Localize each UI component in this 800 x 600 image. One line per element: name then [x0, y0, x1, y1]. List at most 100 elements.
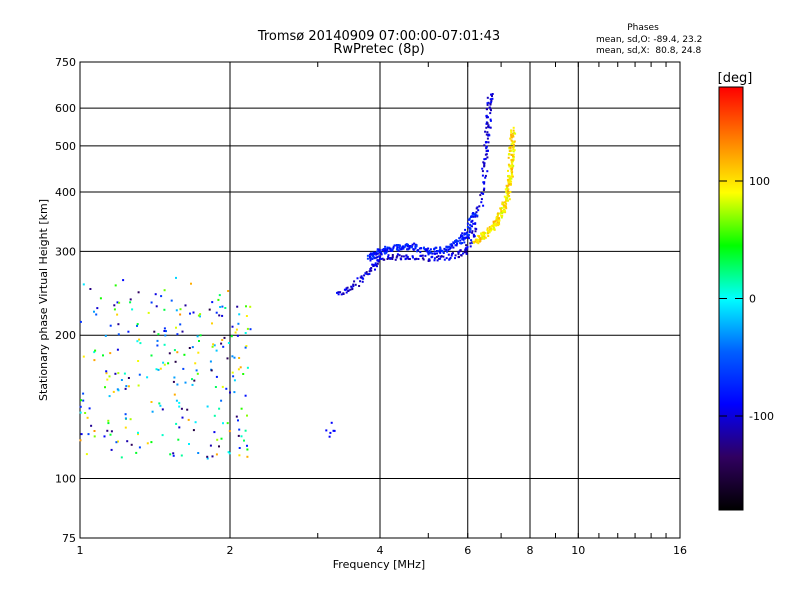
data-point: [227, 290, 230, 292]
data-point: [456, 242, 458, 245]
data-point: [461, 232, 464, 235]
data-point: [237, 434, 240, 437]
data-point: [245, 305, 247, 308]
data-point: [130, 443, 133, 446]
data-point: [459, 236, 462, 239]
data-point: [333, 429, 336, 432]
y-tick-label: 75: [62, 532, 76, 545]
data-point: [240, 435, 243, 438]
data-point: [215, 311, 218, 314]
data-point: [350, 285, 353, 288]
data-point: [396, 248, 399, 251]
data-point: [414, 247, 417, 250]
data-point: [389, 249, 392, 252]
data-point: [126, 440, 129, 443]
data-point: [508, 183, 511, 186]
data-point: [226, 422, 229, 425]
data-point: [483, 182, 486, 185]
data-point: [488, 126, 491, 129]
x-tick-label: 8: [527, 544, 534, 557]
data-point: [484, 174, 487, 177]
data-point: [427, 260, 430, 262]
data-point: [244, 429, 247, 432]
data-point: [489, 126, 492, 129]
data-point: [213, 414, 216, 417]
data-point: [191, 378, 193, 381]
data-point: [199, 313, 202, 316]
data-point: [504, 205, 507, 208]
data-point: [116, 301, 119, 304]
data-point: [420, 247, 423, 250]
data-point: [464, 247, 467, 250]
data-point: [399, 257, 402, 260]
data-point: [177, 438, 180, 441]
data-point: [407, 248, 410, 251]
data-point: [503, 195, 506, 198]
data-point: [368, 273, 371, 275]
data-point: [489, 119, 492, 122]
data-point: [493, 228, 496, 230]
data-point: [485, 116, 488, 119]
data-point: [465, 251, 468, 254]
data-point: [123, 372, 126, 375]
data-point: [106, 378, 109, 381]
data-point: [489, 98, 492, 101]
data-point: [485, 153, 488, 156]
data-point: [369, 252, 372, 255]
data-point: [117, 440, 119, 443]
data-point: [391, 258, 394, 260]
data-point: [483, 158, 486, 161]
data-point: [477, 238, 480, 241]
data-point: [446, 250, 449, 253]
data-point: [474, 240, 477, 243]
data-point: [211, 301, 214, 304]
data-point: [502, 204, 505, 207]
data-point: [129, 418, 132, 421]
phases-o-stats: mean, sd,O: -89.4, 23.2: [596, 35, 702, 45]
data-point: [110, 448, 113, 451]
data-point: [439, 246, 442, 249]
data-point: [461, 242, 464, 244]
data-point: [374, 268, 376, 271]
data-point: [381, 248, 384, 251]
data-point: [404, 257, 407, 260]
data-point: [481, 236, 484, 239]
data-point: [433, 257, 436, 260]
data-point: [511, 166, 514, 169]
data-point: [168, 352, 171, 355]
chart-subtitle: RwPretec (8p): [333, 42, 424, 57]
data-point: [498, 223, 501, 226]
data-point: [481, 233, 484, 235]
data-point: [474, 227, 477, 230]
data-point: [489, 118, 492, 121]
data-point: [442, 252, 445, 254]
data-point: [191, 383, 194, 386]
data-point: [472, 213, 475, 216]
data-point: [502, 209, 504, 212]
data-point: [463, 251, 466, 254]
data-point: [215, 349, 218, 352]
data-point: [180, 407, 183, 410]
data-point: [457, 240, 460, 243]
data-point: [506, 178, 509, 181]
y-tick-label: 750: [55, 56, 76, 69]
data-point: [503, 201, 506, 204]
data-point: [380, 253, 383, 256]
data-point: [484, 236, 487, 239]
data-point: [513, 131, 516, 134]
data-point: [163, 289, 166, 292]
data-point: [127, 385, 130, 388]
data-point: [150, 301, 153, 304]
data-point: [330, 421, 333, 424]
data-point: [489, 102, 492, 105]
data-point: [371, 258, 374, 260]
phases-title: Phases: [627, 23, 659, 33]
data-point: [113, 304, 116, 307]
data-point: [213, 344, 216, 347]
data-point: [138, 446, 141, 449]
data-point: [511, 175, 514, 178]
data-point: [433, 259, 436, 262]
data-point: [471, 230, 474, 233]
data-point: [490, 109, 492, 112]
data-point: [455, 239, 458, 242]
